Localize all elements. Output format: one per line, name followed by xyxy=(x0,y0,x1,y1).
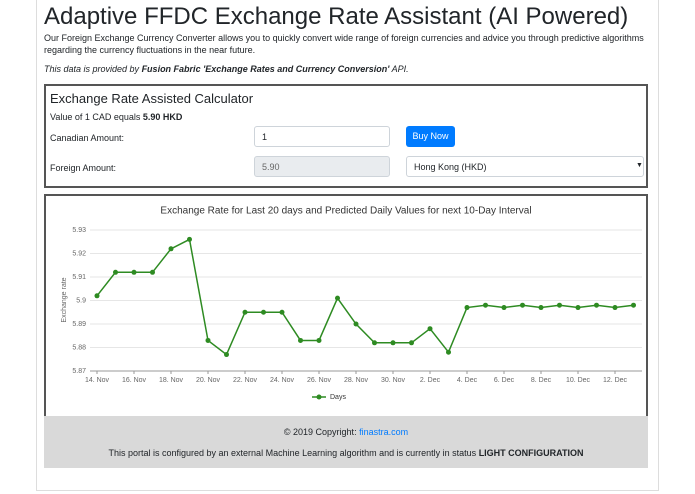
data-point xyxy=(205,337,211,343)
data-point xyxy=(409,340,414,346)
calculator: Exchange Rate Assisted Calculator Value … xyxy=(44,84,648,188)
data-point xyxy=(316,337,322,343)
copyright-prefix: © 2019 Copyright: xyxy=(283,427,360,437)
currency-select[interactable]: Hong Kong (HKD) xyxy=(406,156,644,177)
x-tick-label: 28. Nov xyxy=(344,377,369,384)
canadian-input[interactable]: 1 xyxy=(254,126,390,147)
chart-box: Exchange Rate for Last 20 days and Predi… xyxy=(44,194,648,418)
chart: Exchange Rate for Last 20 days and Predi… xyxy=(61,206,642,401)
data-point xyxy=(631,302,636,308)
source-prefix: This data is provided by xyxy=(44,64,142,74)
status-prefix: This portal is configured by an external… xyxy=(108,448,479,458)
data-point xyxy=(353,321,359,327)
data-point xyxy=(464,305,470,311)
rate-prefix: Value of 1 CAD equals xyxy=(50,112,143,122)
x-tick-label: 10. Dec xyxy=(566,377,591,384)
y-tick-label: 5.87 xyxy=(72,368,86,375)
data-point xyxy=(501,305,507,311)
canadian-label: Canadian Amount: xyxy=(50,133,125,143)
data-point xyxy=(113,269,118,275)
data-point xyxy=(446,349,451,355)
status: This portal is configured by an external… xyxy=(44,448,648,458)
source: This data is provided by Fusion Fabric '… xyxy=(44,63,409,75)
source-suffix: API. xyxy=(389,64,409,74)
foreign-label: Foreign Amount: xyxy=(50,163,117,173)
x-tick-label: 6. Dec xyxy=(494,377,515,384)
legend-label: Days xyxy=(330,394,346,401)
data-point xyxy=(335,295,340,301)
data-point xyxy=(168,246,174,252)
x-tick-label: 16. Nov xyxy=(122,377,147,384)
y-tick-label: 5.89 xyxy=(72,321,86,328)
foreign-input: 5.90 xyxy=(254,156,390,177)
container xyxy=(36,0,659,491)
x-tick-label: 20. Nov xyxy=(196,377,221,384)
x-tick-label: 24. Nov xyxy=(270,377,295,384)
data-point xyxy=(427,326,433,332)
x-tick-label: 26. Nov xyxy=(307,377,332,384)
y-tick-label: 5.91 xyxy=(72,274,86,281)
data-point xyxy=(187,236,192,242)
x-tick-label: 4. Dec xyxy=(457,377,478,384)
x-tick-label: 2. Dec xyxy=(420,377,441,384)
data-point xyxy=(298,337,303,343)
x-tick-label: 22. Nov xyxy=(233,377,258,384)
page-title: Adaptive FFDC Exchange Rate Assistant (A… xyxy=(44,3,629,30)
series-line xyxy=(96,238,634,356)
y-tick-label: 5.92 xyxy=(72,250,86,257)
data-point xyxy=(94,293,100,299)
rate-line: Value of 1 CAD equals 5.90 HKD xyxy=(50,111,182,123)
x-tick-label: 30. Nov xyxy=(381,377,406,384)
data-point xyxy=(575,305,581,311)
select-arrow: ▼ xyxy=(636,162,643,169)
data-point xyxy=(538,305,544,311)
data-point xyxy=(483,302,488,308)
calculator-title: Exchange Rate Assisted Calculator xyxy=(50,91,254,106)
source-name: Fusion Fabric 'Exchange Rates and Curren… xyxy=(141,64,390,74)
data-point xyxy=(390,340,396,346)
data-point xyxy=(261,309,266,315)
x-tick-label: 14. Nov xyxy=(85,377,110,384)
y-tick-label: 5.88 xyxy=(72,344,86,351)
footer-link[interactable]: finastra.com xyxy=(359,427,409,437)
y-tick-label: 5.9 xyxy=(76,297,86,304)
legend-marker xyxy=(316,394,322,400)
data-point xyxy=(612,305,618,311)
y-tick-label: 5.93 xyxy=(72,227,86,234)
x-tick-label: 12. Dec xyxy=(603,377,628,384)
data-point xyxy=(150,269,155,275)
data-point xyxy=(279,309,285,315)
data-point xyxy=(557,302,562,308)
x-tick-label: 18. Nov xyxy=(159,377,184,384)
data-point xyxy=(242,309,248,315)
data-point xyxy=(520,302,525,308)
status-value: LIGHT CONFIGURATION xyxy=(478,448,584,458)
data-point xyxy=(372,340,377,346)
x-tick-label: 8. Dec xyxy=(531,377,552,384)
y-axis-label: Exchange rate xyxy=(61,277,68,322)
data-point xyxy=(594,302,599,308)
data-point xyxy=(224,352,229,358)
data-point xyxy=(131,269,137,275)
description: Our Foreign Exchange Currency Converter … xyxy=(44,33,644,55)
footer: © 2019 Copyright: finastra.com This port… xyxy=(44,416,648,468)
copyright: © 2019 Copyright: finastra.com xyxy=(44,427,648,437)
buy-button[interactable]: Buy Now xyxy=(406,126,455,147)
chart-title: Exchange Rate for Last 20 days and Predi… xyxy=(160,206,531,217)
rate: 5.90 HKD xyxy=(142,112,183,122)
